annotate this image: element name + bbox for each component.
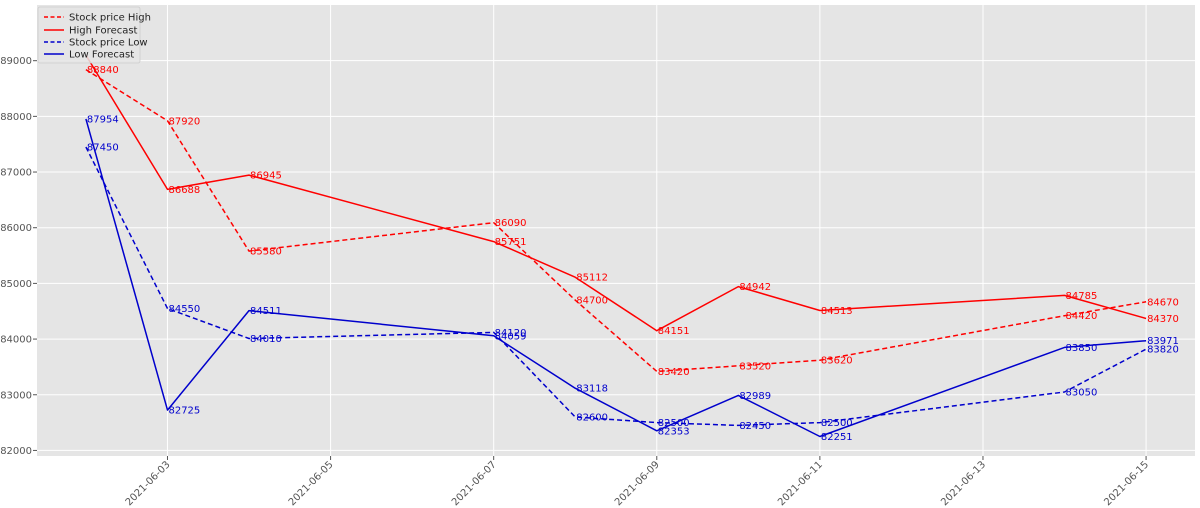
y-tick-label: 85000 (0, 279, 32, 290)
x-tick-label: 2021-06-05 (287, 459, 336, 508)
data-label-high-forecast: 85112 (576, 273, 608, 284)
data-label-stock-price-high: 83520 (739, 361, 771, 372)
legend-box (37, 6, 141, 64)
series-lines (85, 54, 1147, 438)
data-label-stock-price-high: 85580 (250, 247, 282, 258)
data-label-stock-price-low: 82600 (576, 413, 608, 424)
data-label-low-forecast: 83118 (576, 384, 608, 395)
legend-label-high-forecast: High Forecast (69, 26, 138, 37)
data-label-stock-price-low: 83820 (1147, 345, 1179, 356)
data-label-stock-price-low: 84010 (250, 334, 282, 345)
y-tick-label: 82000 (0, 446, 32, 457)
y-axis: 82000 83000 84000 85000 86000 87000 88000 89000 (0, 56, 37, 457)
data-label-low-forecast: 84511 (250, 306, 282, 317)
data-label-stock-price-high: 86090 (495, 218, 527, 229)
data-label-low-forecast: 87954 (87, 114, 119, 125)
x-tick-label: 2021-06-15 (1102, 459, 1151, 508)
x-tick-label: 2021-06-09 (613, 459, 662, 508)
data-label-stock-price-high: 84670 (1147, 297, 1179, 308)
data-labels: 88840 87920 85580 86090 84700 83420 83520 83620… (87, 65, 1179, 443)
data-label-stock-price-high: 83420 (658, 367, 690, 378)
data-label-stock-price-low: 87450 (87, 142, 119, 153)
data-label-high-forecast: 84942 (739, 282, 771, 293)
data-label-low-forecast: 83850 (1066, 343, 1098, 354)
series-line-stock-price-low (85, 146, 1147, 427)
data-label-stock-price-low: 82500 (821, 418, 853, 429)
x-tick-label: 2021-06-11 (776, 459, 825, 508)
data-label-high-forecast: 84513 (821, 306, 853, 317)
legend-label-low-forecast: Low Forecast (69, 50, 134, 61)
data-label-high-forecast: 86688 (168, 185, 200, 196)
data-label-stock-price-low: 82500 (658, 418, 690, 429)
y-tick-label: 87000 (0, 168, 32, 179)
data-label-stock-price-low: 83050 (1066, 387, 1098, 398)
data-label-high-forecast: 85751 (495, 237, 527, 248)
data-label-stock-price-low: 84120 (495, 328, 527, 339)
data-label-stock-price-high: 84420 (1066, 311, 1098, 322)
data-label-low-forecast: 82989 (739, 391, 771, 402)
data-label-high-forecast: 84785 (1066, 291, 1098, 302)
grid-lines (37, 5, 1195, 456)
data-label-stock-price-low: 82450 (739, 421, 771, 432)
data-label-high-forecast: 84151 (658, 326, 690, 337)
data-label-stock-price-low: 84550 (168, 304, 200, 315)
legend-label-stock-low: Stock price Low (69, 38, 148, 49)
x-tick-label: 2021-06-07 (450, 459, 499, 508)
data-label-low-forecast: 82725 (168, 406, 200, 417)
legend-label-stock-high: Stock price High (69, 13, 151, 24)
y-tick-label: 88000 (0, 112, 32, 123)
plot-background (37, 5, 1195, 456)
data-label-low-forecast: 82251 (821, 432, 853, 443)
y-tick-label: 89000 (0, 56, 32, 67)
y-tick-label: 83000 (0, 390, 32, 401)
x-tick-label: 2021-06-13 (939, 459, 988, 508)
series-line-high-forecast (85, 54, 1147, 332)
x-axis: 2021-06-03 2021-06-05 2021-06-07 2021-06-09… (124, 456, 1151, 508)
data-label-stock-price-high: 87920 (168, 116, 200, 127)
data-label-low-forecast: 83971 (1147, 336, 1179, 347)
series-line-low-forecast (85, 118, 1147, 438)
y-tick-label: 84000 (0, 335, 32, 346)
y-tick-label: 86000 (0, 223, 32, 234)
data-label-low-forecast: 82353 (658, 426, 690, 437)
data-label-low-forecast: 84059 (495, 331, 527, 342)
data-label-high-forecast: 84370 (1147, 314, 1179, 325)
data-label-stock-price-high: 83620 (821, 356, 853, 367)
legend: Stock price High High Forecast Stock pri… (37, 6, 151, 64)
data-label-stock-price-high: 84700 (576, 296, 608, 307)
data-label-high-forecast: 86945 (250, 171, 282, 182)
data-label-stock-price-high: 88840 (87, 65, 119, 76)
series-line-stock-price-high (85, 68, 1147, 373)
x-tick-label: 2021-06-03 (124, 459, 173, 508)
